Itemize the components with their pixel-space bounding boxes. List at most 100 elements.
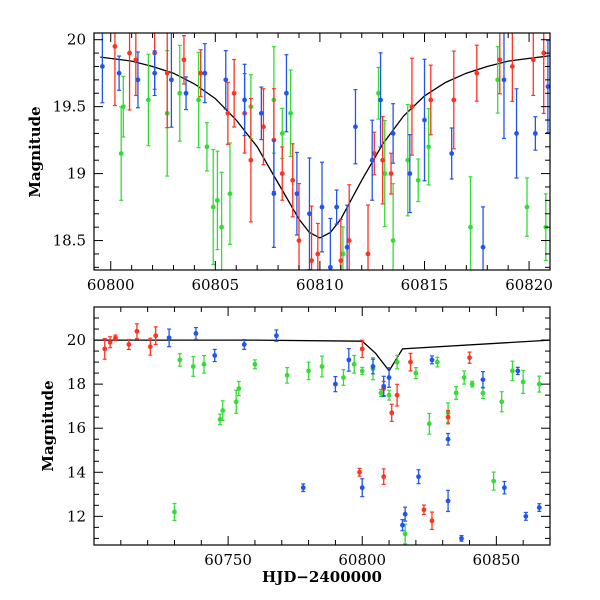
data-point <box>445 436 451 442</box>
data-point <box>147 344 153 350</box>
data-point <box>290 177 296 183</box>
data-point <box>520 379 526 385</box>
data-point <box>107 339 113 345</box>
data-point <box>445 498 451 504</box>
data-point <box>133 57 139 63</box>
data-point <box>402 511 408 517</box>
data-point <box>241 342 247 347</box>
data-point <box>407 171 413 176</box>
data-point <box>415 177 421 183</box>
data-point <box>346 357 352 363</box>
data-point <box>294 191 300 197</box>
data-point <box>426 421 432 427</box>
data-point <box>382 171 388 176</box>
data-point <box>252 361 258 367</box>
data-point <box>225 110 231 116</box>
data-point <box>536 381 542 387</box>
data-point <box>164 70 170 76</box>
data-point <box>389 410 395 416</box>
y-tick-label: 19.5 <box>53 98 86 116</box>
data-point <box>338 258 344 264</box>
x-tick-label: 60820 <box>505 276 553 294</box>
data-point <box>459 535 464 541</box>
data-point <box>288 110 294 116</box>
data-point <box>480 377 486 383</box>
data-point <box>402 531 408 537</box>
data-point <box>212 353 218 358</box>
data-point <box>135 77 141 83</box>
data-point <box>514 131 519 136</box>
y-tick-label: 14 <box>67 463 86 481</box>
data-point <box>408 359 413 365</box>
data-point <box>523 513 529 519</box>
data-point <box>274 333 279 339</box>
data-point <box>378 97 383 103</box>
data-point <box>202 70 208 76</box>
data-point <box>204 144 210 150</box>
data-point <box>400 522 405 528</box>
x-tick-label: 60850 <box>472 551 520 569</box>
data-point <box>390 131 396 136</box>
data-point <box>227 191 233 197</box>
data-point <box>461 375 467 380</box>
data-point <box>177 357 183 363</box>
data-point <box>451 97 457 103</box>
data-point <box>284 90 289 96</box>
data-point <box>429 357 435 363</box>
data-point <box>319 204 325 210</box>
y-tick-label: 20 <box>67 331 86 349</box>
data-point <box>284 372 290 378</box>
data-point <box>388 171 394 176</box>
data-point <box>258 110 264 116</box>
data-point <box>340 251 346 257</box>
data-point <box>344 244 350 250</box>
data-point <box>474 70 480 76</box>
data-point <box>449 151 455 156</box>
baseline-curve <box>94 339 550 373</box>
data-point <box>394 359 400 365</box>
data-point <box>333 381 338 387</box>
bottom-y-axis-title: Magnitude <box>39 380 57 471</box>
data-point <box>359 485 365 491</box>
data-point <box>242 97 248 103</box>
data-point <box>545 84 550 89</box>
data-point <box>183 90 189 96</box>
data-point <box>453 390 459 396</box>
data-point <box>196 97 201 103</box>
x-tick-label: 60800 <box>338 551 386 569</box>
x-tick-label: 60805 <box>191 276 239 294</box>
data-point <box>300 485 306 491</box>
data-point <box>409 104 415 110</box>
data-point <box>315 251 321 257</box>
y-tick-label: 12 <box>67 507 86 525</box>
data-point <box>172 509 177 515</box>
data-point <box>346 238 352 243</box>
data-point <box>386 392 392 398</box>
data-point <box>381 383 387 389</box>
bottom-plot-frame <box>93 306 551 546</box>
data-point <box>426 144 432 150</box>
data-point <box>166 335 172 341</box>
data-point <box>353 124 358 130</box>
data-point <box>210 204 216 210</box>
data-point <box>369 157 375 163</box>
data-point <box>116 70 122 76</box>
data-point <box>279 171 285 176</box>
data-point <box>359 346 365 352</box>
data-point <box>152 70 158 76</box>
data-point <box>536 505 542 510</box>
data-point <box>145 97 151 103</box>
data-point <box>541 50 547 56</box>
data-point <box>469 381 475 387</box>
data-point <box>386 375 392 380</box>
data-point <box>413 370 419 376</box>
top-y-axis-title: Magnitude <box>26 106 44 197</box>
y-tick-label: 18.5 <box>53 232 86 250</box>
data-point <box>380 157 386 163</box>
data-point <box>334 204 340 210</box>
data-point <box>468 224 473 230</box>
y-tick-label: 18 <box>67 375 86 393</box>
bottom-x-axis-title: HJD−2400000 <box>262 568 382 586</box>
data-point <box>231 90 237 96</box>
data-point <box>279 131 285 136</box>
